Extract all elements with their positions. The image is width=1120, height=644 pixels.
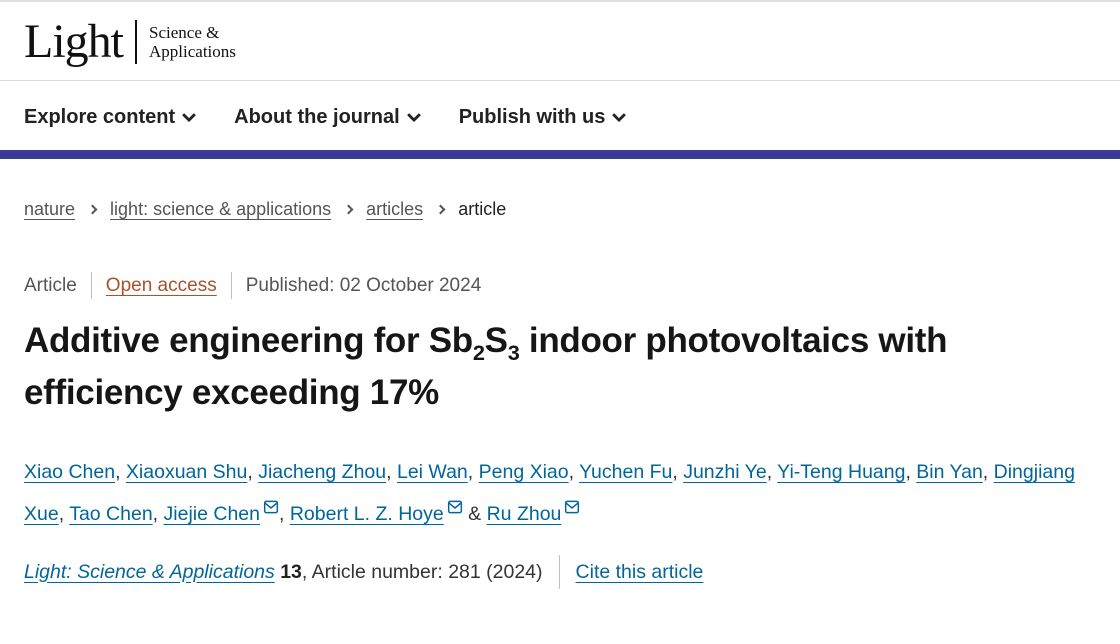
nav-publish-with-us-label: Publish with us bbox=[458, 106, 606, 128]
divider bbox=[558, 555, 560, 589]
author-link[interactable]: Ru Zhou bbox=[486, 503, 562, 525]
brand-accent-bar bbox=[0, 150, 1120, 159]
author-separator: , bbox=[672, 461, 684, 483]
author-separator: & bbox=[462, 503, 487, 525]
divider bbox=[90, 272, 92, 299]
site-header: Light Science & Applications bbox=[0, 0, 1120, 81]
open-access-link[interactable]: Open access bbox=[105, 274, 217, 296]
chevron-right-icon bbox=[435, 204, 446, 215]
citation-text: Light: Science & Applications 13, Articl… bbox=[24, 561, 543, 584]
chevron-down-icon bbox=[612, 107, 627, 122]
author-link[interactable]: Xiao Chen bbox=[24, 461, 116, 483]
author-separator: , bbox=[279, 503, 290, 525]
author-separator: , bbox=[386, 461, 397, 483]
journal-link[interactable]: Light: Science & Applications bbox=[24, 560, 275, 583]
article-type-label: Article bbox=[24, 274, 77, 296]
title-text: S bbox=[484, 321, 508, 360]
logo-subtitle-line1: Science & bbox=[149, 23, 220, 42]
nav-publish-with-us[interactable]: Publish with us bbox=[458, 106, 627, 129]
journal-logo[interactable]: Light Science & Applications bbox=[24, 17, 1096, 67]
citation-line: Light: Science & Applications 13, Articl… bbox=[24, 555, 1096, 589]
author-link[interactable]: Jiejie Chen bbox=[163, 503, 260, 525]
article-title: Additive engineering for Sb2S3 indoor ph… bbox=[24, 315, 1096, 419]
author-link[interactable]: Jiacheng Zhou bbox=[258, 461, 387, 483]
author-link[interactable]: Lei Wan bbox=[396, 461, 468, 483]
breadcrumb-articles[interactable]: articles bbox=[366, 199, 424, 219]
breadcrumb-nature[interactable]: nature bbox=[24, 199, 76, 219]
volume-number: 13 bbox=[280, 560, 302, 583]
title-subscript: 3 bbox=[507, 340, 520, 365]
author-separator: , bbox=[58, 503, 70, 525]
chevron-down-icon bbox=[182, 107, 197, 122]
author-separator: , bbox=[766, 461, 778, 483]
author-link[interactable]: Peng Xiao bbox=[478, 461, 569, 483]
author-link[interactable]: Robert L. Z. Hoye bbox=[289, 503, 444, 525]
title-text: Additive engineering for Sb bbox=[24, 321, 473, 360]
email-icon[interactable] bbox=[263, 485, 279, 527]
author-separator: , bbox=[568, 461, 580, 483]
divider bbox=[230, 272, 232, 299]
chevron-down-icon bbox=[406, 107, 421, 122]
published-date: Published: 02 October 2024 bbox=[245, 274, 482, 296]
author-separator: , bbox=[152, 503, 164, 525]
cite-this-article-link[interactable]: Cite this article bbox=[575, 560, 704, 583]
author-link[interactable]: Junzhi Ye bbox=[683, 461, 767, 483]
nav-explore-content[interactable]: Explore content bbox=[24, 106, 197, 129]
logo-subtitle-line2: Applications bbox=[149, 42, 236, 61]
logo-subtitle: Science & Applications bbox=[149, 23, 236, 61]
logo-title: Light bbox=[24, 15, 124, 68]
nav-explore-content-label: Explore content bbox=[24, 106, 176, 128]
article-meta: Article Open access Published: 02 Octobe… bbox=[24, 272, 1096, 299]
author-link[interactable]: Yi-Teng Huang bbox=[777, 461, 906, 483]
author-separator: , bbox=[115, 461, 126, 483]
nav-about-the-journal-label: About the journal bbox=[234, 106, 400, 128]
breadcrumb: nature light: science & applications art… bbox=[24, 199, 1096, 220]
author-separator: , bbox=[982, 461, 994, 483]
article-number-text: , Article number: 281 (2024) bbox=[301, 560, 543, 583]
title-subscript: 2 bbox=[472, 340, 485, 365]
chevron-right-icon bbox=[87, 204, 98, 215]
chevron-right-icon bbox=[343, 204, 354, 215]
logo-divider bbox=[135, 20, 137, 64]
email-icon[interactable] bbox=[564, 485, 580, 527]
author-list: Xiao Chen, Xiaoxuan Shu, Jiacheng Zhou, … bbox=[24, 451, 1084, 535]
nav-about-the-journal[interactable]: About the journal bbox=[234, 106, 421, 129]
author-separator: , bbox=[905, 461, 917, 483]
main-nav: Explore content About the journal Publis… bbox=[0, 81, 1120, 150]
breadcrumb-current: article bbox=[458, 199, 507, 219]
author-link[interactable]: Yuchen Fu bbox=[579, 461, 673, 483]
author-link[interactable]: Bin Yan bbox=[916, 461, 983, 483]
author-link[interactable]: Xiaoxuan Shu bbox=[125, 461, 248, 483]
author-link[interactable]: Tao Chen bbox=[69, 503, 153, 525]
article-header-region: nature light: science & applications art… bbox=[0, 199, 1120, 589]
author-separator: , bbox=[247, 461, 259, 483]
title-text: indoor photovoltaics with efficiency exc… bbox=[24, 321, 948, 412]
author-link[interactable]: Dingjiang Xue bbox=[24, 461, 1075, 525]
breadcrumb-journal[interactable]: light: science & applications bbox=[110, 199, 332, 219]
email-icon[interactable] bbox=[447, 485, 463, 527]
author-separator: , bbox=[467, 461, 479, 483]
